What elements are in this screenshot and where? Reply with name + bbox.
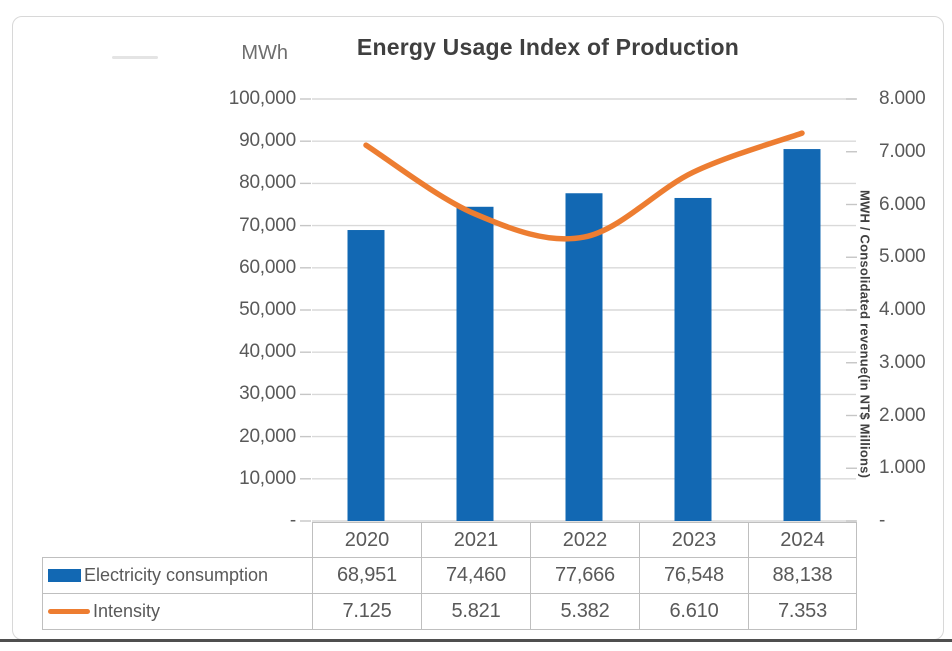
legend-swatch-bar xyxy=(48,569,81,582)
right-axis-title: MWH / Consolidated revenue(in NT$ Millio… xyxy=(857,190,873,479)
right-axis-label: - xyxy=(879,510,886,531)
legend-row-header: Intensity xyxy=(42,593,313,630)
value-2023: 76,548 xyxy=(639,557,749,594)
right-axis-label: 8.000 xyxy=(879,88,926,109)
right-axis-label: 4.000 xyxy=(879,299,926,320)
data-table: 2020 2021 2022 2023 2024 Electricity consumpt… xyxy=(42,522,857,630)
value-2022: 5.382 xyxy=(530,593,640,630)
year-header-2021: 2021 xyxy=(421,522,531,558)
bottom-edge-line xyxy=(0,639,952,642)
bar-2022 xyxy=(565,193,603,521)
left-axis-label: 50,000 xyxy=(239,299,296,320)
left-axis-label: 60,000 xyxy=(239,256,296,278)
value-2020: 68,951 xyxy=(312,557,422,594)
legend-swatch-line xyxy=(48,609,90,614)
value-2021: 5.821 xyxy=(421,593,531,630)
value-2023: 6.610 xyxy=(639,593,749,630)
right-axis-label: 3.000 xyxy=(879,351,926,373)
chart-title: Energy Usage Index of Production xyxy=(356,34,740,60)
left-axis-label: 10,000 xyxy=(239,467,296,489)
year-header-2022: 2022 xyxy=(530,522,640,558)
year-header-2023: 2023 xyxy=(639,522,749,558)
right-axis-label: 5.000 xyxy=(879,246,926,268)
value-2024: 88,138 xyxy=(748,557,857,594)
left-axis-label: 80,000 xyxy=(239,172,296,194)
series-name: Intensity xyxy=(93,601,161,621)
left-axis-label: 40,000 xyxy=(239,341,296,363)
bar-2024 xyxy=(783,149,821,522)
series-name: Electricity consumption xyxy=(84,565,269,585)
left-axis-unit-label: MWh xyxy=(241,42,288,64)
table-corner-blank xyxy=(43,523,313,558)
right-axis-label: 7.000 xyxy=(879,140,926,162)
intensity-line xyxy=(363,130,805,242)
value-2021: 74,460 xyxy=(421,557,531,594)
bar-2020 xyxy=(347,230,385,521)
faded-artifact xyxy=(112,56,158,59)
value-2024: 7.353 xyxy=(748,593,857,630)
value-2022: 77,666 xyxy=(530,557,640,594)
right-axis-label: 1.000 xyxy=(879,457,926,479)
legend-row-header: Electricity consumption xyxy=(42,557,313,594)
left-axis-label: - xyxy=(289,510,296,531)
right-axis-label: 6.000 xyxy=(879,193,926,215)
year-header-2024: 2024 xyxy=(748,522,857,558)
right-axis-label: 2.000 xyxy=(879,404,926,426)
left-axis-label: 20,000 xyxy=(239,425,296,447)
year-header-2020: 2020 xyxy=(312,522,422,558)
left-axis-label: 30,000 xyxy=(239,383,296,405)
left-axis-label: 70,000 xyxy=(239,214,296,236)
bar-2021 xyxy=(456,206,494,521)
left-axis-label: 100,000 xyxy=(228,88,296,109)
value-2020: 7.125 xyxy=(312,593,422,630)
bar-2023 xyxy=(674,197,712,521)
left-axis-label: 90,000 xyxy=(239,130,296,152)
